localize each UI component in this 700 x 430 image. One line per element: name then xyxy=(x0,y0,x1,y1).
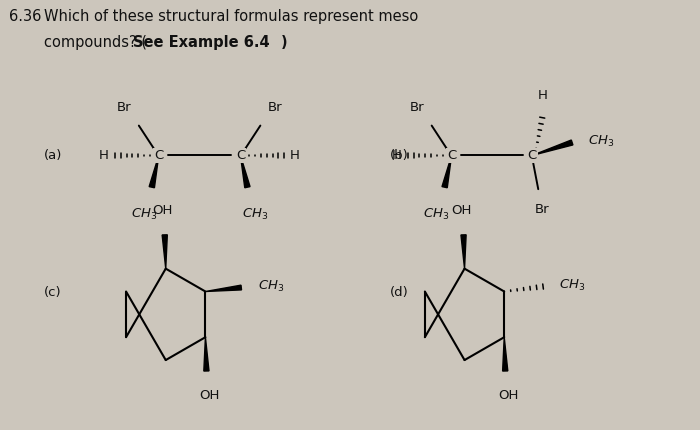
Text: OH: OH xyxy=(153,204,173,217)
Polygon shape xyxy=(162,235,167,269)
Text: Br: Br xyxy=(267,101,282,114)
Text: C: C xyxy=(528,149,537,162)
Text: C: C xyxy=(154,149,163,162)
Text: $CH_3$: $CH_3$ xyxy=(258,279,284,294)
Text: OH: OH xyxy=(498,389,519,402)
Polygon shape xyxy=(461,235,466,269)
Polygon shape xyxy=(503,337,507,371)
Polygon shape xyxy=(532,140,573,155)
Text: C: C xyxy=(447,149,456,162)
Text: (d): (d) xyxy=(390,286,409,299)
Polygon shape xyxy=(442,155,452,188)
Text: Br: Br xyxy=(410,101,425,114)
Text: OH: OH xyxy=(452,204,472,217)
Text: $CH_3$: $CH_3$ xyxy=(131,207,157,222)
Text: H: H xyxy=(392,149,402,162)
Text: (b): (b) xyxy=(390,149,409,162)
Text: H: H xyxy=(538,89,547,102)
Text: H: H xyxy=(99,149,109,162)
Text: compounds? (: compounds? ( xyxy=(44,35,147,50)
Text: (a): (a) xyxy=(44,149,62,162)
Text: $CH_3$: $CH_3$ xyxy=(588,134,615,149)
Text: OH: OH xyxy=(199,389,220,402)
Text: (c): (c) xyxy=(44,286,62,299)
Polygon shape xyxy=(204,337,209,371)
Text: C: C xyxy=(236,149,245,162)
Text: $CH_3$: $CH_3$ xyxy=(242,207,269,222)
Text: Br: Br xyxy=(535,203,550,216)
Polygon shape xyxy=(149,155,159,188)
Polygon shape xyxy=(205,285,242,292)
Polygon shape xyxy=(240,155,250,188)
Text: See Example 6.4: See Example 6.4 xyxy=(134,35,270,50)
Text: $CH_3$: $CH_3$ xyxy=(424,207,450,222)
Text: 6.36: 6.36 xyxy=(9,9,42,25)
Text: Which of these structural formulas represent meso: Which of these structural formulas repre… xyxy=(44,9,419,25)
Text: H: H xyxy=(290,149,300,162)
Text: Br: Br xyxy=(117,101,132,114)
Text: ): ) xyxy=(281,35,288,50)
Text: $CH_3$: $CH_3$ xyxy=(559,278,585,293)
